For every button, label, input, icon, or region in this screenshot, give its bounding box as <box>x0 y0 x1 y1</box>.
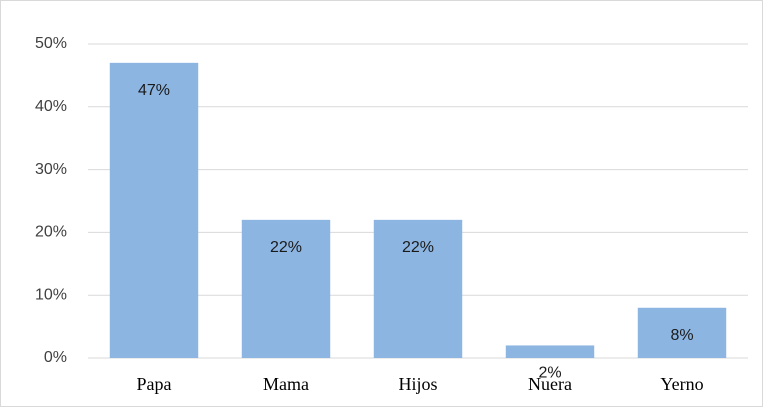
y-tick-label: 30% <box>35 161 67 178</box>
bar <box>505 345 595 358</box>
y-tick-label: 40% <box>35 98 67 115</box>
bar <box>241 219 331 358</box>
bar <box>373 219 463 358</box>
bar <box>109 62 199 359</box>
y-tick-label: 20% <box>35 224 67 241</box>
y-tick-label: 10% <box>35 286 67 303</box>
x-tick-label: Mama <box>263 374 309 394</box>
y-tick-label: 0% <box>44 349 67 366</box>
bar <box>637 307 727 358</box>
x-tick-label: Yerno <box>660 374 703 394</box>
x-tick-label: Hijos <box>398 374 437 394</box>
data-label: 22% <box>402 239 434 256</box>
data-label: 8% <box>670 327 693 344</box>
y-tick-label: 50% <box>35 35 67 52</box>
data-label: 2% <box>538 365 561 382</box>
x-tick-label: Nuera <box>528 374 572 394</box>
data-label: 22% <box>270 239 302 256</box>
data-label: 47% <box>138 82 170 99</box>
x-tick-label: Papa <box>137 374 172 394</box>
